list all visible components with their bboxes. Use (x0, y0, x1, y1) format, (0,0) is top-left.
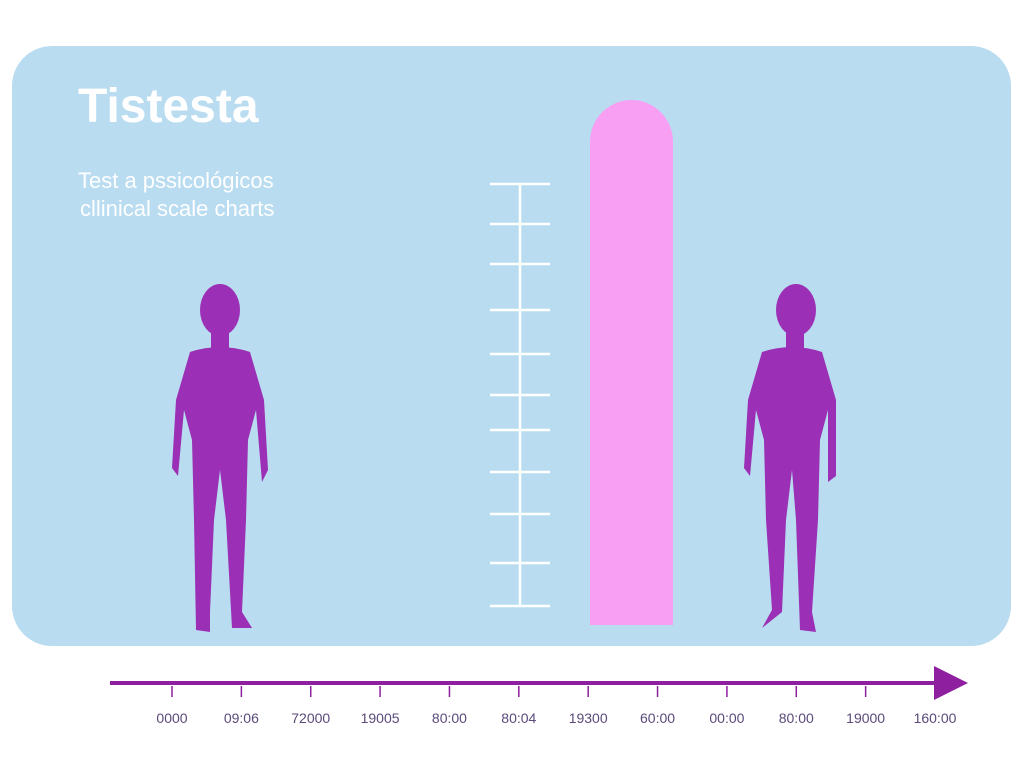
title: Tistesta (78, 80, 259, 133)
subtitle-line: cllinical scale charts (80, 196, 274, 221)
timeline-label: 19000 (846, 710, 885, 726)
timeline-label: 0000 (156, 710, 187, 726)
timeline-label: 60:00 (640, 710, 675, 726)
panel (12, 46, 1011, 646)
timeline-label: 09:06 (224, 710, 259, 726)
timeline-label: 19005 (361, 710, 400, 726)
timeline-label: 80:00 (432, 710, 467, 726)
timeline-label: 160:00 (914, 710, 957, 726)
timeline-label: 19300 (569, 710, 608, 726)
timeline-label: 80:04 (501, 710, 536, 726)
timeline-label: 80:00 (779, 710, 814, 726)
pink-bar (590, 100, 673, 625)
scale-ladder (490, 182, 550, 608)
subtitle-line: Test a pssicológicos (78, 168, 274, 193)
person-left (172, 284, 268, 632)
person-right (744, 284, 836, 632)
timeline-label: 72000 (291, 710, 330, 726)
timeline-label: 00:00 (709, 710, 744, 726)
timeline: 0000 09:06 72000 19005 80:00 80:04 19300 60:00 0… (110, 666, 968, 726)
